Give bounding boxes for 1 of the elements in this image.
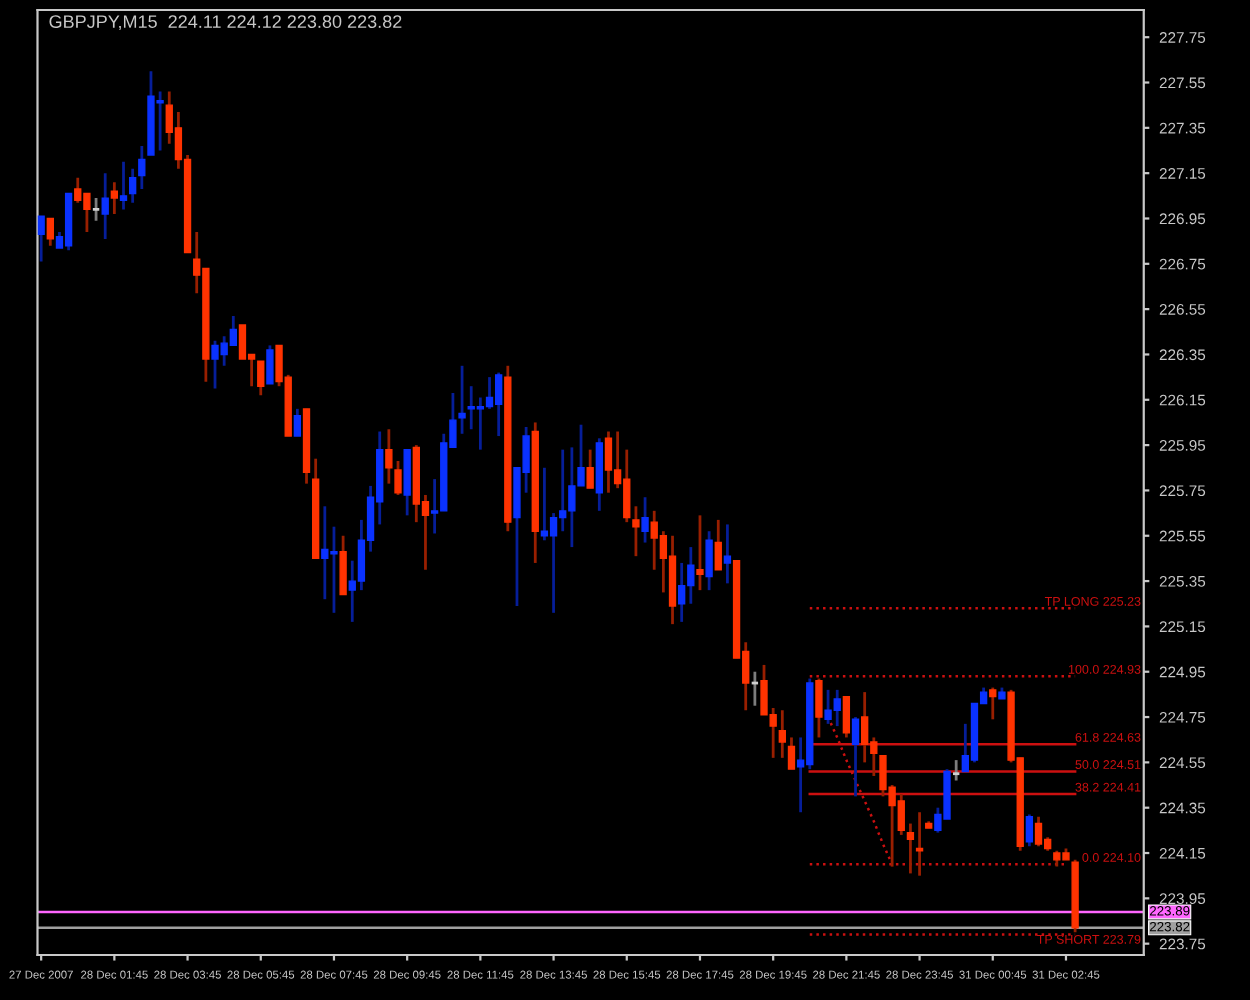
- chart-title: GBPJPY,M15 224.11 224.12 223.80 223.82: [49, 15, 402, 31]
